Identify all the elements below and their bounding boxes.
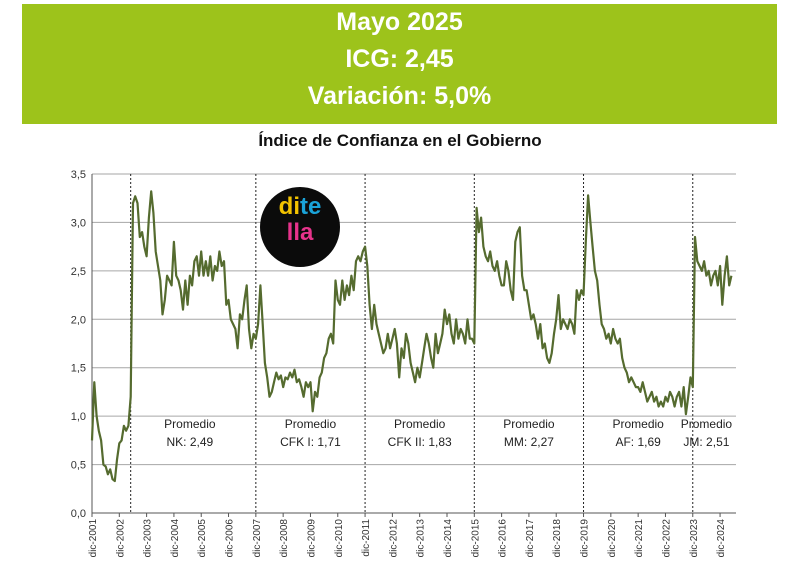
icg-series-line bbox=[90, 190, 733, 483]
banner-icg: ICG: 2,45 bbox=[345, 45, 454, 73]
x-tick-label: dic-2016 bbox=[498, 519, 509, 558]
logo-part-te: te bbox=[299, 193, 322, 220]
x-tick-label: dic-2020 bbox=[607, 519, 618, 558]
header-banner: Mayo 2025 ICG: 2,45 Variación: 5,0% bbox=[22, 4, 777, 124]
logo-part-di: di bbox=[278, 193, 300, 220]
x-tick-label: dic-2011 bbox=[361, 519, 372, 557]
period-label: Promedio bbox=[503, 417, 555, 431]
x-tick-label: dic-2007 bbox=[252, 519, 263, 558]
x-tick-label: dic-2004 bbox=[170, 519, 181, 558]
y-tick-label: 0,0 bbox=[71, 508, 86, 520]
x-tick-label: dic-2008 bbox=[279, 519, 290, 558]
x-tick-label: dic-2009 bbox=[306, 519, 317, 558]
period-label: Promedio bbox=[612, 417, 664, 431]
x-tick-label: dic-2010 bbox=[334, 519, 345, 558]
period-label: Promedio bbox=[285, 417, 337, 431]
x-tick-label: dic-2001 bbox=[88, 519, 99, 558]
period-label: Promedio bbox=[681, 417, 733, 431]
period-average: CFK I: 1,71 bbox=[280, 435, 341, 449]
period-average: MM: 2,27 bbox=[504, 435, 554, 449]
x-tick-label: dic-2003 bbox=[143, 519, 154, 558]
y-tick-label: 2,0 bbox=[71, 314, 86, 326]
x-tick-label: dic-2015 bbox=[470, 519, 481, 558]
x-tick-label: dic-2022 bbox=[661, 519, 672, 558]
x-tick-label: dic-2014 bbox=[443, 519, 454, 558]
x-tick-label: dic-2013 bbox=[416, 519, 427, 558]
period-label: Promedio bbox=[394, 417, 446, 431]
period-average: CFK II: 1,83 bbox=[388, 435, 452, 449]
x-tick-label: dic-2012 bbox=[388, 519, 399, 558]
x-tick-label: dic-2018 bbox=[552, 519, 563, 558]
banner-variation: Variación: 5,0% bbox=[307, 82, 492, 110]
logo-part-lla: lla bbox=[286, 219, 314, 246]
x-tick-label: dic-2019 bbox=[580, 519, 591, 558]
x-tick-label: dic-2017 bbox=[525, 519, 536, 558]
y-tick-label: 3,5 bbox=[71, 169, 86, 181]
period-average: AF: 1,69 bbox=[615, 435, 661, 449]
period-average: JM: 2,51 bbox=[683, 435, 729, 449]
period-average: NK: 2,49 bbox=[167, 435, 214, 449]
y-tick-label: 1,0 bbox=[71, 411, 86, 423]
y-tick-label: 3,0 bbox=[71, 217, 86, 229]
y-tick-label: 0,5 bbox=[71, 460, 86, 472]
ditella-logo: dite lla bbox=[260, 187, 340, 267]
chart-title: Índice de Confianza en el Gobierno bbox=[258, 131, 542, 150]
banner-month: Mayo 2025 bbox=[336, 8, 463, 36]
y-tick-label: 2,5 bbox=[71, 266, 86, 278]
x-tick-label: dic-2002 bbox=[115, 519, 126, 558]
period-label: Promedio bbox=[164, 417, 216, 431]
x-tick-label: dic-2024 bbox=[716, 519, 727, 558]
x-tick-label: dic-2023 bbox=[689, 519, 700, 558]
x-tick-label: dic-2006 bbox=[225, 519, 236, 558]
x-tick-label: dic-2005 bbox=[197, 519, 208, 558]
x-tick-label: dic-2021 bbox=[634, 519, 645, 558]
y-tick-label: 1,5 bbox=[71, 363, 86, 375]
